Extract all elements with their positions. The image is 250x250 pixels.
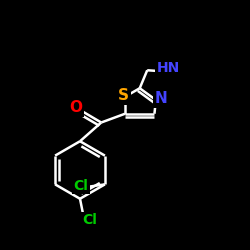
Text: Cl: Cl xyxy=(82,213,98,227)
Text: Cl: Cl xyxy=(74,178,88,193)
Text: HN: HN xyxy=(157,61,180,75)
Text: S: S xyxy=(118,88,129,103)
Text: O: O xyxy=(70,100,83,115)
Text: N: N xyxy=(154,91,167,106)
